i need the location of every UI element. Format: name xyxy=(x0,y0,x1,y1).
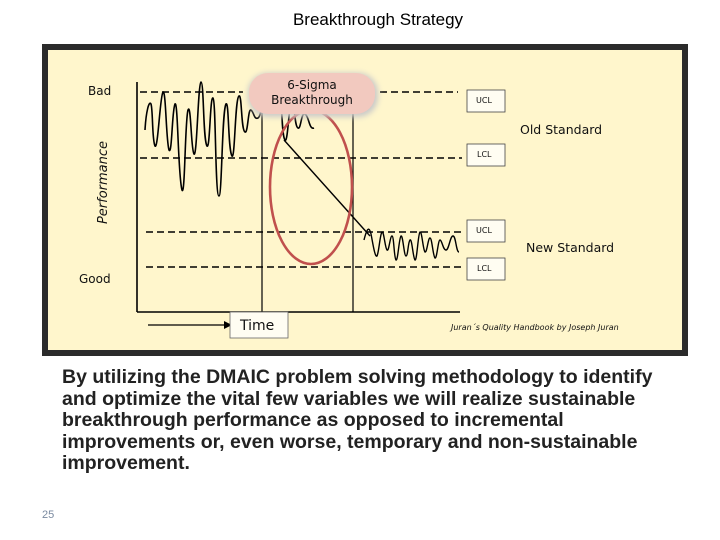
old-standard-label: Old Standard xyxy=(520,122,603,137)
y-bottom-label: Good xyxy=(79,272,111,286)
new-process-trace xyxy=(363,228,460,261)
slide-title: Breakthrough Strategy xyxy=(292,10,464,29)
new-standard-label: New Standard xyxy=(526,240,615,255)
lcl-new-box xyxy=(466,257,506,281)
lcl-old-box xyxy=(466,143,506,167)
lcl-old-label: LCL xyxy=(477,150,492,159)
ucl-new-label: UCL xyxy=(476,226,492,235)
time-label: Time xyxy=(240,318,275,334)
y-top-label: Bad xyxy=(88,84,112,98)
ucl-old-box xyxy=(466,89,506,113)
page-number: 25 xyxy=(42,509,55,521)
transition-line xyxy=(283,139,371,237)
breakthrough-highlight-circle xyxy=(268,108,354,266)
ucl-old-label: UCL xyxy=(476,96,492,105)
y-axis-label: Performance xyxy=(96,140,112,225)
callout-label: 6-Sigma Breakthrough xyxy=(271,78,353,107)
time-label-box xyxy=(229,311,289,339)
citation-label: Juran´s Quality Handbook by Joseph Juran xyxy=(451,323,619,332)
slide-body-text: By utilizing the DMAIC problem solving m… xyxy=(62,366,653,474)
lcl-new-label: LCL xyxy=(477,264,492,273)
callout-box xyxy=(249,73,375,114)
ucl-new-box xyxy=(466,219,506,243)
time-arrow-head xyxy=(224,321,232,329)
